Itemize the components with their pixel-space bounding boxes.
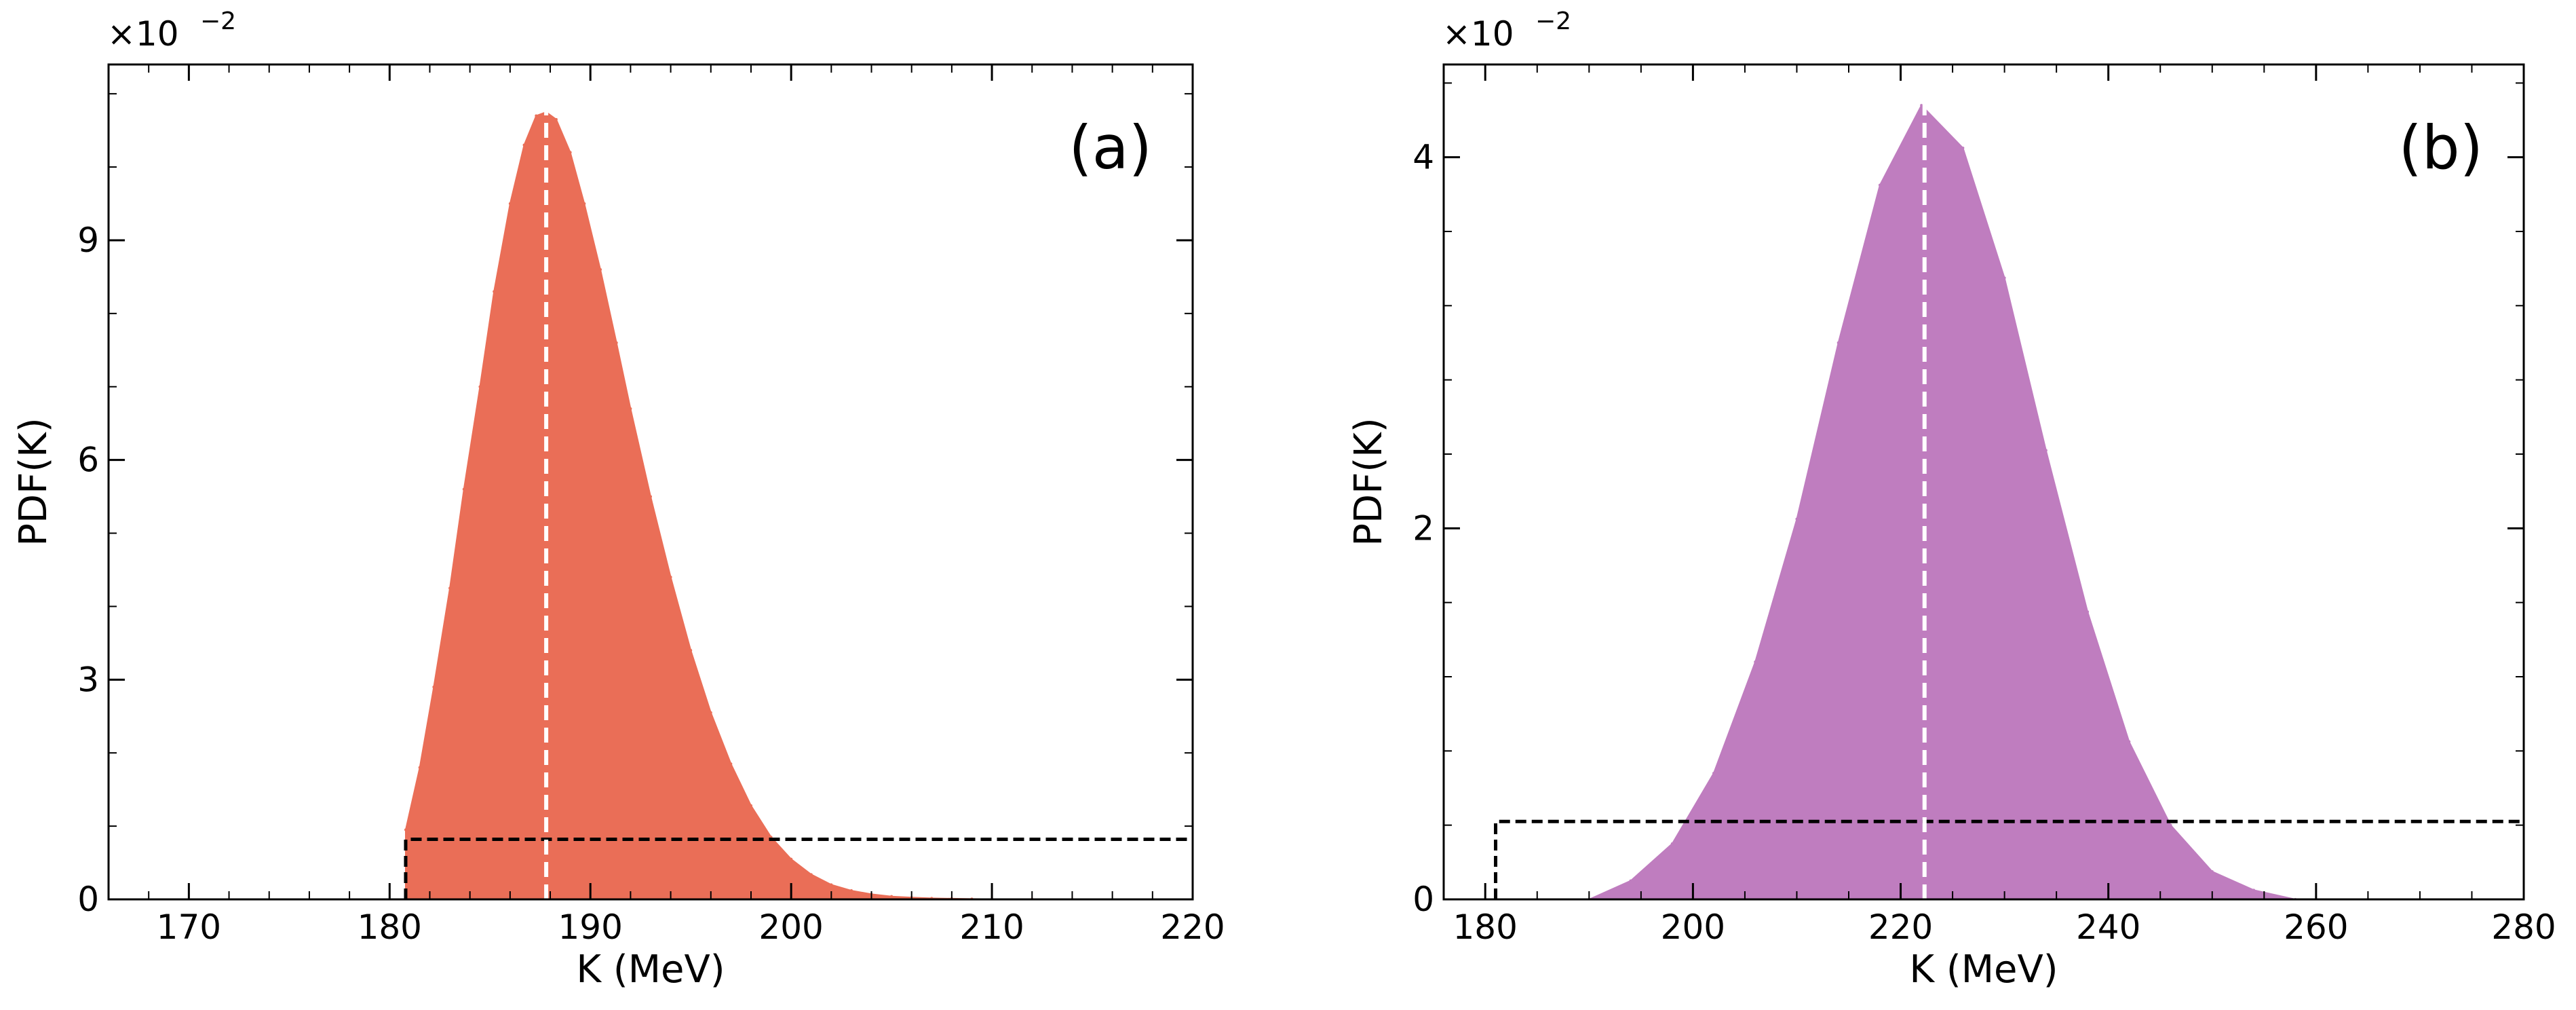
distribution-point [448, 586, 452, 590]
distribution-point [649, 495, 652, 498]
distribution-point [569, 151, 572, 154]
uniform-prior-line [404, 838, 1193, 899]
distribution-point [554, 117, 558, 121]
distribution-point [629, 407, 632, 411]
distribution-point [2003, 276, 2006, 280]
y-multiplier-exponent: −2 [200, 7, 236, 35]
x-tick-label: 220 [1868, 908, 1933, 947]
x-tick-label: 180 [358, 908, 422, 947]
x-tick-label: 210 [959, 908, 1024, 947]
distribution-point [1629, 879, 1632, 882]
distribution-point [1670, 842, 1674, 845]
y-tick-label: 2 [1412, 508, 1434, 548]
distribution-point [1920, 104, 1923, 107]
x-tick-label: 170 [157, 908, 221, 947]
distribution-point [669, 576, 672, 579]
y-tick-label: 4 [1412, 138, 1434, 177]
plot-frame [1442, 63, 2525, 901]
distribution-point [522, 143, 526, 147]
y-axis-label: PDF(K) [12, 417, 56, 546]
distribution-point [2086, 610, 2090, 614]
distribution-point [599, 268, 602, 272]
distribution-fill [1588, 104, 2296, 899]
distribution-point [2252, 889, 2255, 892]
distribution-point [404, 828, 407, 831]
distribution-point [790, 857, 793, 861]
distribution-point [432, 686, 436, 689]
distribution-point [508, 202, 512, 205]
distribution-point [2210, 870, 2214, 873]
x-tick-label: 200 [1661, 908, 1725, 947]
y-axis-label: PDF(K) [1347, 417, 1391, 546]
distribution-point [1795, 517, 1799, 521]
distribution-point [849, 889, 853, 893]
uniform-prior-line [1494, 819, 2524, 899]
distribution-point [462, 487, 465, 491]
distribution-fill [405, 111, 1073, 899]
distribution-point [535, 114, 538, 117]
distribution-point [418, 766, 421, 769]
y-multiplier-exponent: −2 [1535, 7, 1571, 35]
x-tick-label: 180 [1453, 908, 1518, 947]
y-tick-label: 6 [77, 441, 99, 480]
plot-area [404, 64, 1193, 899]
x-tick-label: 200 [758, 908, 823, 947]
distribution-point [1878, 183, 1881, 187]
panel-b: 180 200 220 240 260 280 0 2 4 K (MeV) PDF(K) ×10 −2 (… [1347, 7, 2556, 992]
x-tick-label: 260 [2284, 908, 2348, 947]
distribution-point [2128, 740, 2131, 743]
y-tick-label: 3 [77, 660, 99, 699]
plot-frame [107, 63, 1194, 901]
y-multiplier: ×10 [107, 14, 179, 54]
distribution-point [1754, 660, 1757, 664]
distribution-point [478, 385, 482, 388]
distribution-point [709, 711, 712, 714]
distribution-point [749, 804, 752, 807]
x-tick-label: 190 [558, 908, 623, 947]
distribution-point [1712, 772, 1715, 775]
x-tick-label: 220 [1160, 908, 1225, 947]
distribution-point [493, 290, 496, 293]
distribution-point [615, 341, 618, 344]
panel-a: 170 180 190 200 210 220 0 3 6 9 K (MeV) PDF(K) ×10 −2… [12, 7, 1225, 992]
panel-label: (a) [1069, 113, 1152, 183]
distribution-point [1837, 341, 1840, 344]
x-tick-label: 240 [2076, 908, 2140, 947]
distribution-point [2169, 823, 2172, 827]
distribution-point [583, 202, 586, 205]
distribution-point [2044, 449, 2048, 452]
y-tick-label: 0 [1412, 880, 1434, 919]
y-tick-label: 0 [77, 880, 99, 919]
distribution-point [809, 873, 813, 876]
distribution-point [689, 649, 693, 652]
y-multiplier: ×10 [1442, 14, 1514, 54]
distribution-point [830, 883, 833, 886]
distribution-point [890, 895, 893, 898]
distribution-point [1961, 147, 1965, 149]
x-axis-label: K (MeV) [1909, 948, 2058, 992]
x-axis-label: K (MeV) [576, 948, 725, 992]
x-tick-label: 280 [2491, 908, 2556, 947]
y-tick-label: 9 [77, 221, 99, 260]
distribution-point [729, 762, 733, 766]
panel-label: (b) [2398, 113, 2483, 183]
plot-area [1494, 64, 2524, 899]
